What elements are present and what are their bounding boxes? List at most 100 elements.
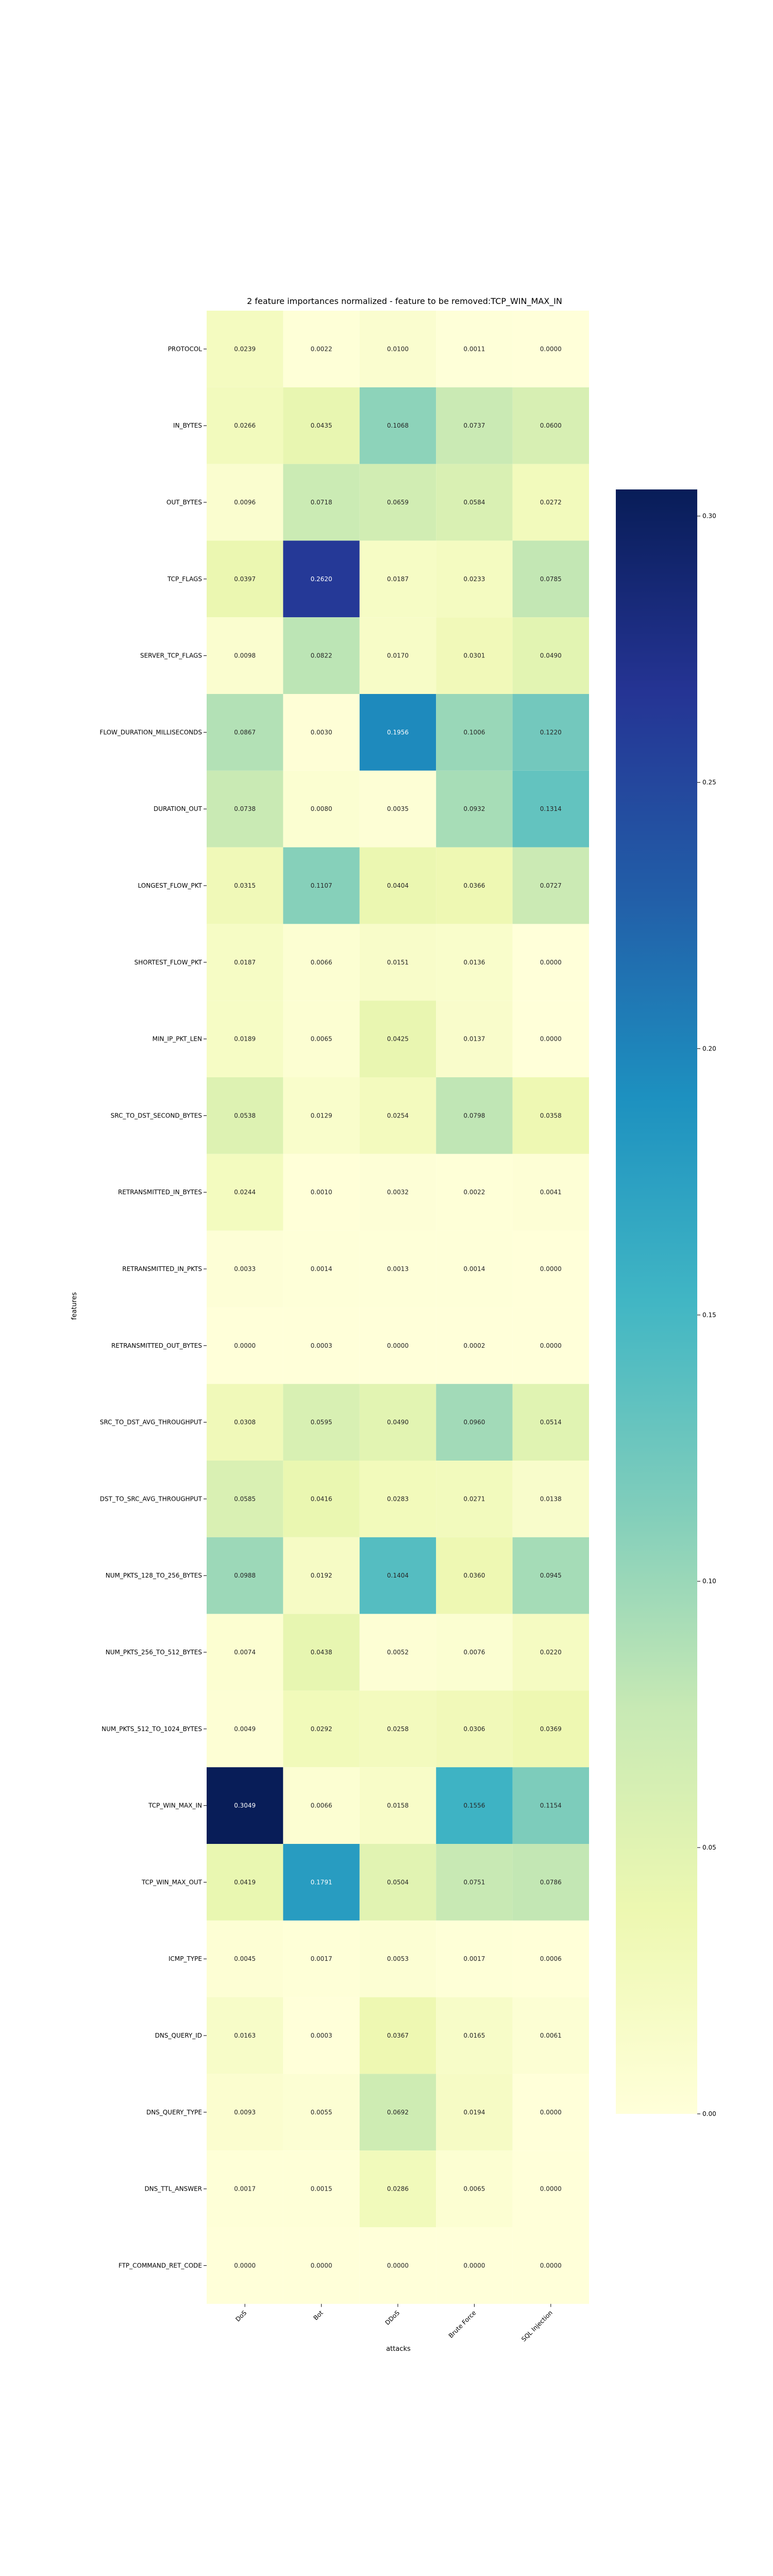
cell-value-label: 0.2620: [311, 575, 332, 583]
heatmap-cell: [283, 617, 360, 694]
cell-value-label: 0.0053: [387, 1955, 409, 1962]
heatmap-cell: [207, 1997, 283, 2074]
heatmap-cell: [283, 1001, 360, 1077]
cell-value-label: 0.0080: [311, 805, 332, 812]
colorbar: 0.00 0.05 0.10 0.15 0.20 0.25 0.30: [616, 489, 716, 2117]
cell-value-label: 0.0751: [463, 1878, 485, 1886]
row-labels: PROTOCOL IN_BYTES OUT_BYTES TCP_FLAGS SERVER…: [99, 345, 207, 2269]
heatmap-cell: [512, 2150, 589, 2227]
heatmap-cell: [436, 2074, 513, 2151]
heatmap-cell: [207, 1154, 283, 1231]
heatmap-cell: [512, 770, 589, 848]
colorbar-tick-label: 0.05: [702, 1844, 716, 1851]
heatmap-cell: [283, 1230, 360, 1308]
heatmap-cell: [207, 1767, 283, 1844]
cell-value-label: 0.0158: [387, 1802, 409, 1809]
heatmap-cell: [283, 311, 360, 387]
heatmap-cell: [207, 1920, 283, 1997]
cell-value-label: 0.0030: [311, 728, 332, 736]
row-label: SERVER_TCP_FLAGS: [140, 652, 202, 659]
cell-value-label: 0.0098: [234, 652, 256, 659]
cell-value-label: 0.0000: [540, 2109, 562, 2116]
heatmap-cell: [436, 1384, 513, 1461]
row-label: DNS_QUERY_ID: [155, 2032, 202, 2039]
heatmap-cell: [207, 2227, 283, 2304]
heatmap-cell: [436, 1537, 513, 1614]
heatmap-cell: [283, 1307, 360, 1384]
heatmap-cell: [283, 540, 360, 618]
cell-value-label: 0.0960: [463, 1419, 485, 1426]
heatmap-cell: [207, 1537, 283, 1614]
cell-value-label: 0.0014: [311, 1265, 332, 1273]
cell-value-label: 0.0416: [311, 1495, 332, 1502]
cell-value-label: 0.0022: [463, 1189, 485, 1196]
heatmap-cell: [436, 694, 513, 771]
row-label: SRC_TO_DST_AVG_THROUGHPUT: [100, 1419, 203, 1426]
cell-value-label: 0.0595: [311, 1419, 332, 1426]
cell-value-label: 0.0786: [540, 1878, 562, 1886]
cell-value-label: 0.0867: [234, 728, 256, 736]
cell-value-label: 0.0066: [311, 1802, 332, 1809]
cell-value-label: 0.0170: [387, 652, 409, 659]
heatmap-cell: [207, 1307, 283, 1384]
heatmap-cell: [436, 1307, 513, 1384]
cell-value-label: 0.0055: [311, 2109, 332, 2116]
heatmap-cell: [512, 540, 589, 618]
heatmap-cell: [207, 770, 283, 848]
cell-value-label: 0.0306: [463, 1725, 485, 1733]
cell-value-label: 0.3049: [234, 1802, 256, 1809]
heatmap-cell: [512, 847, 589, 924]
cell-value-label: 0.0266: [234, 422, 256, 429]
chart-title: 2 feature importances normalized - featu…: [247, 296, 562, 307]
heatmap-cell: [359, 1997, 436, 2074]
cell-value-label: 0.0074: [234, 1649, 256, 1656]
cell-value-label: 0.0369: [540, 1725, 562, 1733]
heatmap-cell: [359, 540, 436, 618]
heatmap-cell: [436, 770, 513, 848]
row-label: DNS_TTL_ANSWER: [144, 2185, 202, 2193]
cell-value-label: 0.1107: [311, 882, 332, 889]
cell-value-label: 0.0315: [234, 882, 256, 889]
cell-value-label: 0.0163: [234, 2032, 256, 2039]
cell-value-label: 0.0358: [540, 1112, 562, 1119]
cell-value-label: 0.0945: [540, 1572, 562, 1579]
heatmap-cell: [359, 1384, 436, 1461]
cell-value-label: 0.0718: [311, 499, 332, 506]
heatmap-cell: [436, 1997, 513, 2074]
cell-value-label: 0.0002: [463, 1342, 485, 1349]
row-label: MIN_IP_PKT_LEN: [153, 1036, 202, 1043]
heatmap-cell: [207, 540, 283, 618]
cell-value-label: 0.0000: [540, 1036, 562, 1043]
heatmap-cell: [512, 1077, 589, 1154]
cell-value-label: 0.1791: [311, 1878, 332, 1886]
cell-value-label: 0.0003: [311, 1342, 332, 1349]
cell-value-label: 0.0049: [234, 1725, 256, 1733]
cell-value-label: 0.0151: [387, 959, 409, 966]
cell-value-label: 0.0194: [463, 2109, 485, 2116]
cell-value-label: 0.0187: [387, 575, 409, 583]
heatmap-cell: [436, 1230, 513, 1308]
cell-value-label: 0.0584: [463, 499, 485, 506]
heatmap-cell: [436, 1920, 513, 1997]
cell-value-label: 0.0035: [387, 805, 409, 812]
cell-value-label: 0.0189: [234, 1036, 256, 1043]
heatmap-cell: [283, 1614, 360, 1691]
heatmap-cell: [512, 1614, 589, 1691]
heatmap-cell: [436, 464, 513, 541]
cell-value-label: 0.0988: [234, 1572, 256, 1579]
cell-value-label: 0.0798: [463, 1112, 485, 1119]
colorbar-gradient: [616, 489, 697, 2114]
heatmap-cell: [207, 1690, 283, 1768]
cell-value-label: 0.0192: [311, 1572, 332, 1579]
heatmap-cell: [512, 1537, 589, 1614]
heatmap-cell: [207, 1461, 283, 1537]
heatmap-cell: [359, 694, 436, 771]
heatmap-cell: [359, 1001, 436, 1077]
heatmap-cell: [436, 1767, 513, 1844]
colorbar-tick-label: 0.10: [702, 1578, 716, 1585]
heatmap-cell: [207, 617, 283, 694]
cell-value-label: 0.0065: [463, 2185, 485, 2193]
heatmap-cell: [359, 847, 436, 924]
heatmap-cell: [359, 1920, 436, 1997]
heatmap-cell: [512, 2074, 589, 2151]
